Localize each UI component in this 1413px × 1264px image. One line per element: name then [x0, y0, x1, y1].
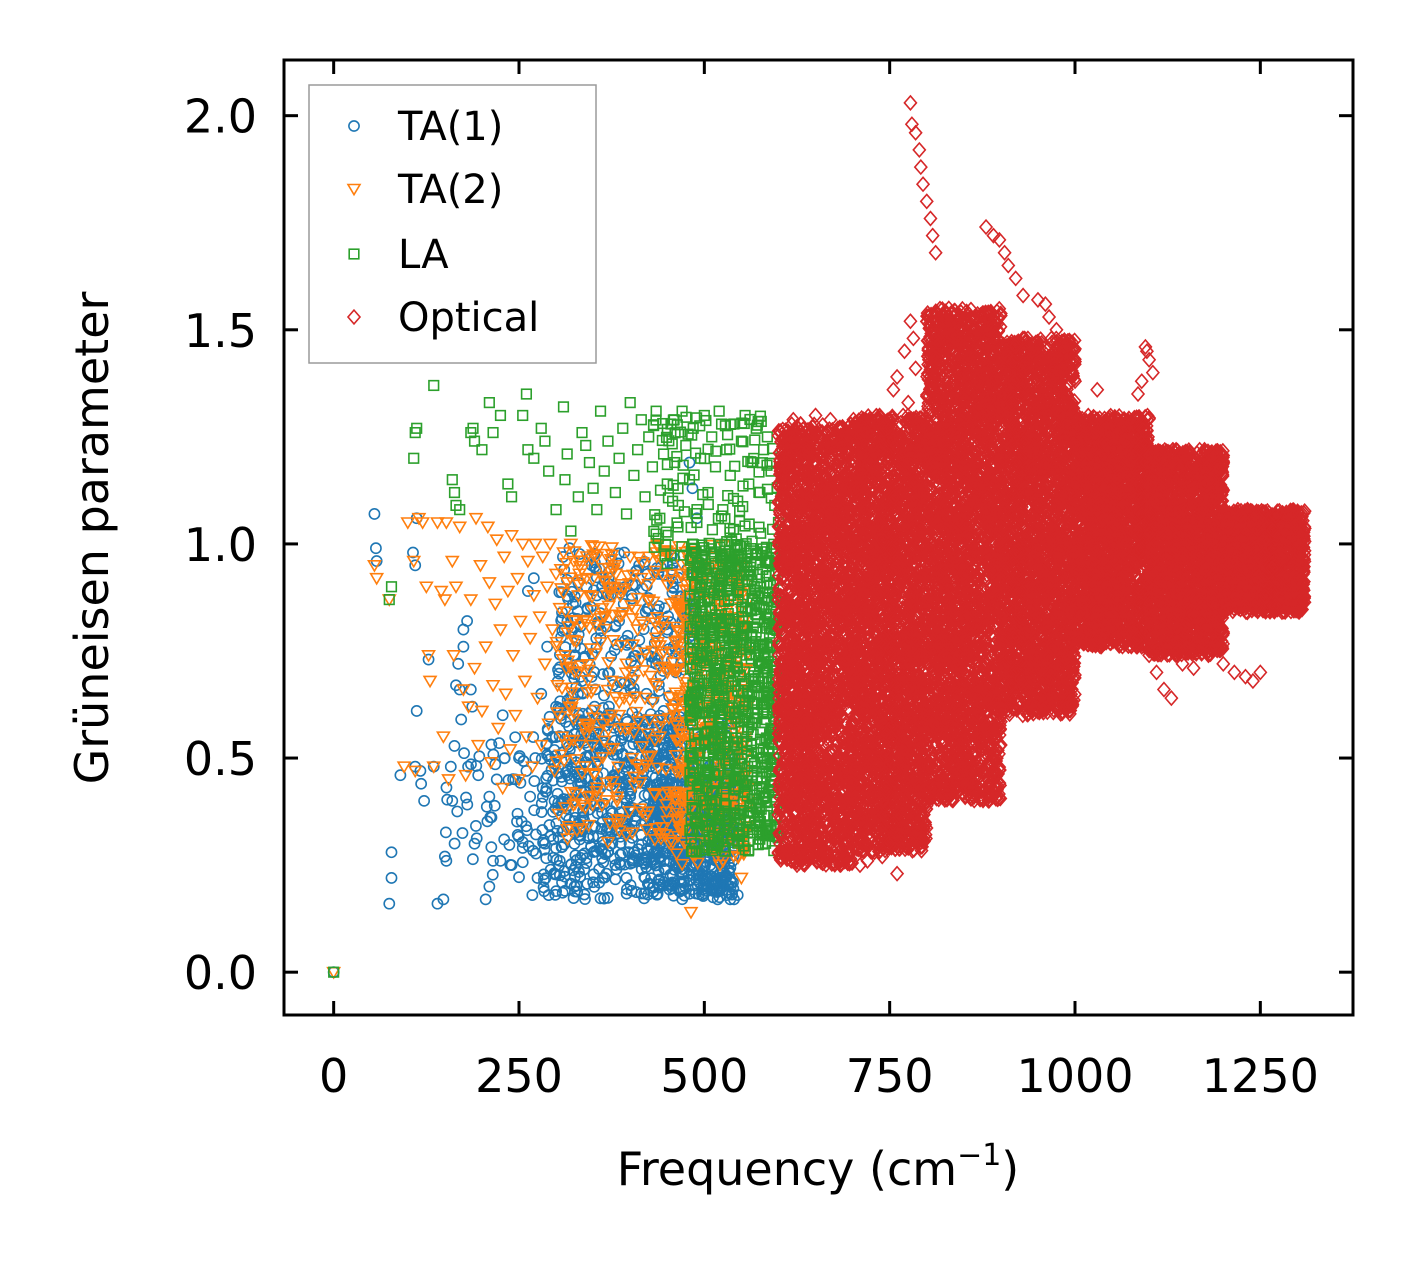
data-point [368, 508, 381, 520]
data-point [591, 760, 604, 773]
data-point [614, 837, 627, 850]
data-point [602, 700, 615, 713]
data-point [441, 793, 454, 806]
data-point [473, 750, 486, 763]
data-point [498, 752, 511, 765]
data-point [535, 797, 548, 810]
data-point [493, 737, 506, 750]
data-point [488, 799, 501, 812]
data-point [651, 845, 664, 858]
data-point [713, 891, 726, 904]
data-point [579, 893, 591, 905]
data-point [394, 769, 407, 782]
data-point [512, 830, 525, 843]
data-point [592, 830, 605, 843]
data-point [599, 848, 612, 861]
data-point [462, 760, 475, 773]
data-point [559, 766, 572, 779]
data-point [485, 738, 498, 751]
data-point [549, 888, 562, 901]
data-point [605, 650, 618, 663]
data-point [543, 710, 556, 723]
data-point [385, 872, 398, 884]
data-point [587, 830, 600, 843]
data-point [385, 846, 398, 859]
data-point [522, 840, 535, 853]
data-point [422, 653, 435, 666]
data-point [598, 892, 610, 905]
data-point [690, 873, 703, 886]
data-point [535, 806, 548, 818]
data-point [484, 811, 497, 824]
data-point [626, 853, 639, 866]
data-point [567, 892, 580, 904]
data-point [485, 841, 498, 854]
data-point [649, 859, 662, 872]
data-point [588, 880, 601, 893]
data-point [458, 747, 470, 760]
data-point [635, 838, 648, 851]
data-point [651, 887, 664, 900]
data-point [610, 798, 623, 811]
data-point [383, 897, 396, 910]
data-point [460, 791, 472, 804]
data-point [538, 874, 550, 886]
data-point [511, 815, 523, 828]
data-point [597, 856, 610, 869]
data-point [576, 849, 589, 862]
data-point [574, 777, 586, 790]
data-point [590, 748, 603, 761]
data-point [370, 542, 382, 555]
data-point [470, 832, 483, 845]
data-point [544, 753, 556, 766]
data-point [409, 559, 422, 572]
data-point [627, 738, 640, 750]
data-point [448, 837, 461, 850]
data-point [528, 804, 541, 817]
data-point [550, 817, 563, 830]
data-point [418, 794, 431, 807]
data-point [551, 825, 564, 837]
data-point [548, 867, 561, 880]
data-point [448, 740, 461, 752]
data-point [451, 805, 464, 818]
data-point [594, 892, 607, 905]
data-point [516, 856, 529, 869]
data-point [553, 661, 566, 674]
data-point [470, 820, 482, 832]
data-point [595, 845, 608, 857]
data-point [565, 752, 578, 765]
data-point [407, 546, 419, 559]
data-point [539, 872, 552, 885]
data-point [575, 770, 588, 783]
data-point [528, 775, 541, 787]
data-point [465, 758, 477, 771]
data-point [536, 791, 549, 803]
data-point [439, 826, 452, 839]
data-point [565, 858, 577, 871]
data-point [509, 731, 522, 744]
data-point [617, 598, 630, 610]
marks-layer [326, 94, 1312, 980]
data-point [486, 868, 499, 881]
data-point [625, 756, 638, 769]
data-point [701, 873, 714, 886]
data-point [597, 668, 609, 681]
data-point [614, 848, 627, 861]
data-point [653, 685, 665, 697]
data-point [461, 798, 474, 811]
data-point [600, 824, 613, 837]
data-point [410, 705, 423, 717]
data-point [661, 879, 673, 892]
data-point [513, 871, 525, 884]
data-point [456, 827, 469, 839]
data-point [415, 777, 428, 790]
data-point [625, 884, 638, 897]
data-point [466, 853, 479, 866]
